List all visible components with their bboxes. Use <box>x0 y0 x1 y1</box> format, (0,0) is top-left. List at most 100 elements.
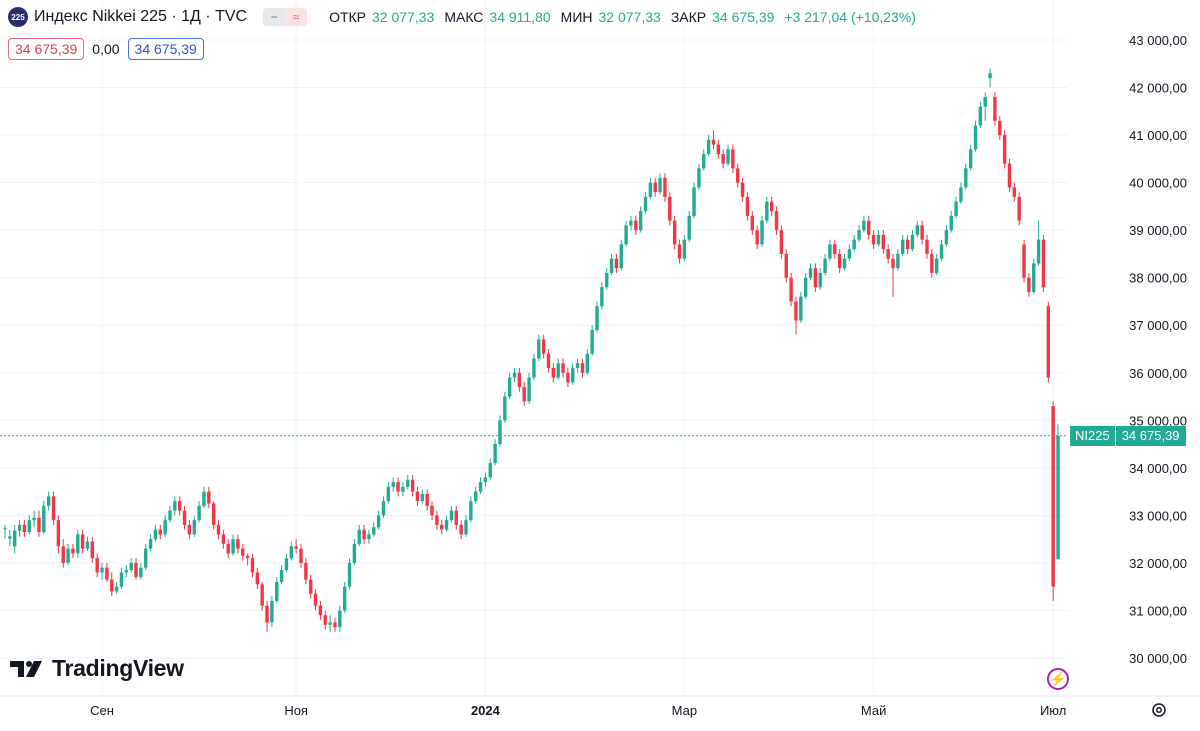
candle-body <box>1012 187 1017 197</box>
candle-body <box>789 277 793 302</box>
candle <box>284 553 289 573</box>
candle-body <box>318 605 323 616</box>
candles <box>3 68 1060 632</box>
candle <box>255 567 260 590</box>
candle-body <box>279 570 284 582</box>
candle <box>192 515 196 537</box>
candle-body <box>964 168 968 188</box>
candle <box>507 372 512 399</box>
candle <box>134 558 138 580</box>
candle <box>1002 130 1007 169</box>
candle <box>876 230 881 247</box>
candle <box>668 192 672 226</box>
candle <box>590 325 594 357</box>
buy-price-button[interactable]: 34 675,39 <box>127 38 204 60</box>
y-tick-label: 33 000,00 <box>1129 508 1187 523</box>
candle-body <box>114 586 119 592</box>
candle-body <box>750 215 754 231</box>
candle <box>1007 158 1012 193</box>
flag-group: − ≈ <box>263 8 308 26</box>
candle <box>532 353 536 380</box>
candle-body <box>949 215 953 231</box>
candle-body <box>338 610 342 628</box>
candle-body <box>444 520 449 530</box>
y-axis[interactable]: 30 000,00 31 000,00 32 000,00 33 000,00 34 0… <box>1129 33 1187 666</box>
candle <box>949 211 953 233</box>
open-value: 32 077,33 <box>372 9 435 25</box>
candle-body <box>406 479 410 487</box>
candle <box>808 263 813 281</box>
candle <box>279 565 284 585</box>
candle-body <box>779 230 784 254</box>
candle <box>250 553 255 578</box>
sell-price-button[interactable]: 34 675,39 <box>8 38 85 60</box>
tradingview-logo[interactable]: TradingView <box>10 655 184 682</box>
candle-body <box>600 287 604 307</box>
candle-body <box>1051 406 1055 587</box>
candle <box>168 505 172 523</box>
candle <box>430 501 434 521</box>
candle-body <box>663 177 667 197</box>
candle <box>352 539 357 566</box>
symbol-logo-icon[interactable]: 225 <box>8 7 28 27</box>
lightning-icon[interactable]: ⚡ <box>1047 668 1069 690</box>
candle <box>221 529 226 549</box>
candle <box>483 472 488 487</box>
candle <box>8 529 12 547</box>
symbol-title[interactable]: Индекс Nikkei 225 · 1Д · TVC <box>34 8 248 25</box>
candle-body <box>988 73 992 79</box>
candle <box>236 534 240 554</box>
candle-body <box>357 529 361 544</box>
close-label: ЗАКР <box>670 9 707 25</box>
candle-body <box>275 581 279 601</box>
candle <box>309 574 313 599</box>
candle-body <box>182 510 187 525</box>
candle <box>216 520 221 540</box>
candle-body <box>153 529 158 540</box>
candle-body <box>527 377 531 402</box>
candle-body <box>61 546 65 563</box>
candle <box>1046 301 1050 383</box>
candle <box>391 477 395 492</box>
candle <box>915 220 919 238</box>
candle <box>1051 401 1055 601</box>
candle-body <box>333 622 337 628</box>
candle-body <box>687 215 691 240</box>
candle <box>750 211 754 235</box>
candle-body <box>168 510 172 521</box>
candle <box>881 230 886 254</box>
settings-gear-icon[interactable] <box>1150 701 1168 719</box>
candle-body <box>260 584 264 606</box>
candle <box>328 615 332 632</box>
candle <box>755 225 759 250</box>
candle <box>381 496 386 518</box>
candle-body <box>736 168 740 183</box>
candle <box>202 486 206 509</box>
quote-row: 34 675,39 0,00 34 675,39 <box>8 38 204 60</box>
candle <box>585 349 590 376</box>
candle-body <box>483 477 488 483</box>
candle <box>265 600 269 632</box>
candle <box>983 92 987 121</box>
candle-body <box>891 258 895 269</box>
candle <box>1056 424 1060 560</box>
candle <box>313 589 318 611</box>
y-tick-label: 43 000,00 <box>1129 33 1187 48</box>
y-tick-label: 40 000,00 <box>1129 176 1187 191</box>
candle <box>566 368 570 388</box>
candle-body <box>119 572 124 587</box>
candle-body <box>148 539 153 549</box>
x-axis[interactable]: Сен Ноя 2024 Мар Май Июл <box>90 703 1066 718</box>
candle <box>415 486 420 506</box>
candle <box>503 391 507 423</box>
candle-body <box>299 548 303 563</box>
candle-body <box>677 244 682 259</box>
flag-approx-button[interactable]: ≈ <box>285 8 308 26</box>
candle <box>119 567 124 590</box>
candle <box>842 253 847 271</box>
flag-minus-button[interactable]: − <box>263 8 286 26</box>
candle-body <box>1002 135 1007 164</box>
candle <box>61 539 65 568</box>
candle <box>318 600 323 620</box>
